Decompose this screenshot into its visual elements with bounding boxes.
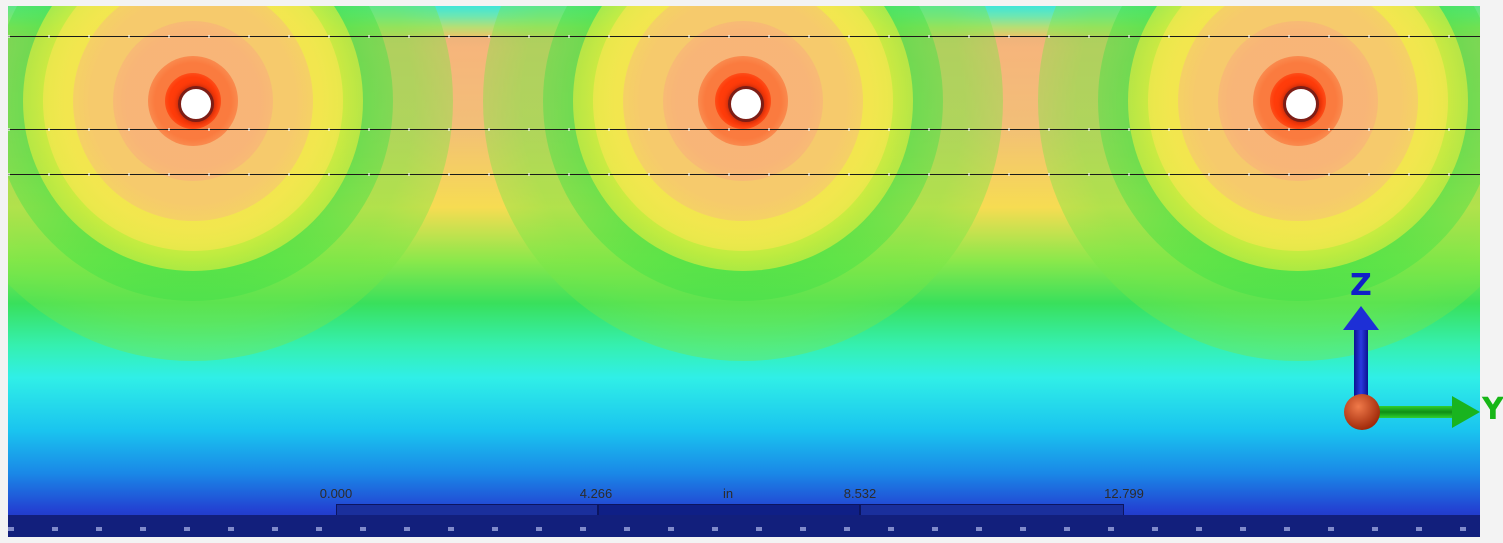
contour-ring xyxy=(543,6,943,301)
contour-plot: 0.000 4.266 in 8.532 12.799 xyxy=(8,6,1480,537)
y-axis-label: Y xyxy=(1482,392,1503,427)
top-contour-band xyxy=(8,6,1480,36)
y-axis-arrow xyxy=(1368,396,1480,428)
scale-label-0: 0.000 xyxy=(319,486,353,501)
axis-triad-graphic xyxy=(1343,306,1480,430)
contour-ring xyxy=(8,6,523,431)
contour-ring xyxy=(8,6,453,361)
mesh-ticks-middle xyxy=(8,128,1480,131)
scale-label-2: 8.532 xyxy=(843,486,877,501)
mesh-ticks-lower xyxy=(8,173,1480,176)
mesh-ticks-top xyxy=(8,35,1480,38)
pipe-hole-1[interactable] xyxy=(178,86,214,122)
contour-ring xyxy=(413,6,1073,431)
contour-ring xyxy=(1098,6,1480,301)
contour-ring xyxy=(483,6,1003,361)
pipe-hole-2[interactable] xyxy=(728,86,764,122)
scale-label-3: 12.799 xyxy=(1104,486,1144,501)
contour-ring xyxy=(573,6,913,271)
scale-label-1: 4.266 xyxy=(579,486,613,501)
contour-ring xyxy=(1128,6,1468,271)
bottom-mesh-ticks xyxy=(8,527,1480,531)
bottom-mesh-strip xyxy=(8,515,1480,537)
z-axis-arrow xyxy=(1343,306,1379,408)
pipe-hole-3[interactable] xyxy=(1283,86,1319,122)
contour-ring xyxy=(8,6,393,301)
axis-triad[interactable]: Z Y xyxy=(1340,268,1503,436)
x-axis-dot-icon xyxy=(1344,394,1380,430)
z-axis-label: Z xyxy=(1350,268,1372,303)
scale-bar: 0.000 4.266 in 8.532 12.799 xyxy=(320,486,1144,518)
contour-ring xyxy=(23,6,363,271)
scale-units-label: in xyxy=(722,486,734,501)
